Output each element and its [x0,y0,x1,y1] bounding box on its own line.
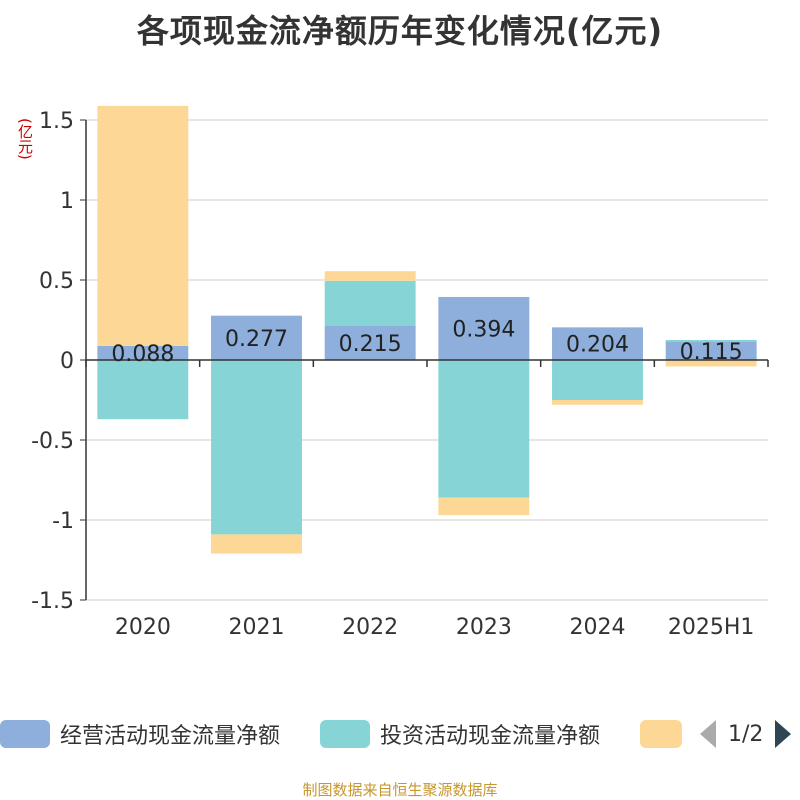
x-tick-label: 2024 [570,615,626,640]
bar-2025H1-series-0 [665,341,757,360]
chart-title: 各项现金流净额历年变化情况(亿元) [136,12,664,50]
x-tick-label: 2021 [229,615,285,640]
y-tick-label: 1 [60,189,74,214]
legend-swatch-operating [0,720,50,748]
y-tick-label: -0.5 [31,429,74,454]
x-tick-label: 2023 [456,615,512,640]
y-tick-label: 0 [60,349,74,374]
legend-item-operating[interactable]: 经营活动现金流量净额 [0,716,280,752]
data-label: 0.115 [680,340,743,365]
data-label: 0.088 [111,342,174,367]
bar-2020-series-2 [97,105,189,346]
source-footer: 制图数据来自恒生聚源数据库 [302,781,498,799]
bar-2025H1-series-1 [665,340,757,342]
data-label: 0.204 [566,333,629,358]
legend-label-investing: 投资活动现金流量净额 [380,724,601,749]
stacked-bar-chart: -1.5 -1 -0.5 0 0.5 1 1.5 0.088 0.277 0.215 0.394 0.… [31,105,769,640]
bar-2021-series-2 [211,534,302,554]
bar-2021-series-0 [211,315,302,360]
y-tick-label: 1.5 [39,109,74,134]
y-axis-unit-label: (亿元) [16,118,34,160]
x-tick-label: 2022 [342,615,398,640]
legend-pager: 1/2 [700,716,792,752]
legend-prev-icon[interactable] [700,720,716,748]
bar-2021-series-1 [211,360,302,535]
bar-2020-series-0 [97,345,189,360]
x-tick-label: 2020 [115,615,171,640]
legend-swatch-third [640,720,682,748]
legend-item-investing[interactable]: 投资活动现金流量净额 [320,716,600,752]
data-label: 0.215 [339,332,402,357]
bar-2025H1-series-2 [665,360,757,367]
legend-item-third[interactable] [640,716,682,752]
legend-next-icon[interactable] [775,720,792,748]
bar-2024-series-0 [552,327,643,360]
bar-2020-series-1 [97,360,189,420]
bar-2022-series-2 [324,271,416,281]
bar-2023-series-0 [438,296,530,360]
y-tick-label: 0.5 [39,269,74,294]
y-tick-label: -1 [52,509,74,534]
bar-2023-series-1 [438,360,530,498]
legend-page-indicator: 1/2 [728,721,764,747]
legend-label-operating: 经营活动现金流量净额 [60,724,281,749]
bar-2022-series-0 [324,325,416,360]
x-tick-label: 2025H1 [668,615,755,640]
y-tick-label: -1.5 [31,589,74,614]
legend-swatch-investing [320,720,370,748]
bar-2023-series-2 [438,497,530,516]
data-label: 0.277 [225,327,288,352]
legend: 经营活动现金流量净额 投资活动现金流量净额 1/2 [0,716,800,752]
bar-2024-series-1 [552,360,643,400]
data-label: 0.394 [452,317,515,342]
bar-2024-series-2 [552,400,643,405]
bar-2022-series-1 [324,280,416,326]
